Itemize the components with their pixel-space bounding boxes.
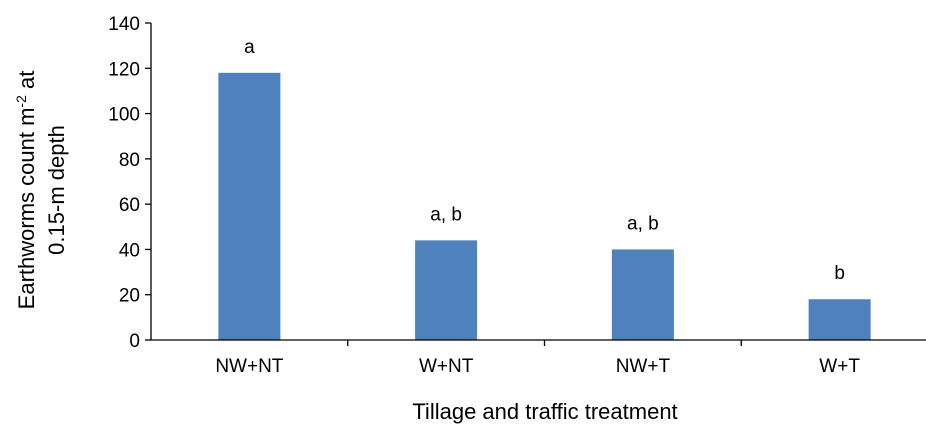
svg-text:Earthworms count m-2 at: Earthworms count m-2 at	[13, 71, 39, 310]
y-tick-label: 100	[108, 105, 140, 126]
significance-label: a, b	[627, 213, 659, 234]
x-axis-ticks: NW+NT W+NT NW+T W+T	[215, 340, 860, 377]
bars	[218, 72, 871, 341]
y-axis-title-superscript: -2	[13, 95, 29, 108]
y-tick-label: 80	[119, 150, 140, 171]
y-axis-title-text: Earthworms count m	[14, 108, 39, 310]
y-tick-label: 60	[119, 195, 140, 216]
x-axis-title: Tillage and traffic treatment	[412, 399, 677, 424]
y-tick-label: 140	[108, 14, 140, 35]
bar	[808, 299, 871, 340]
x-category-label: NW+NT	[215, 356, 283, 377]
x-category-label: NW+T	[616, 356, 671, 377]
significance-label: b	[834, 263, 845, 284]
x-category-label: W+NT	[419, 356, 474, 377]
y-axis-title-line2: 0.15-m depth	[44, 125, 69, 255]
y-tick-label: 120	[108, 59, 140, 80]
x-category-label: W+T	[819, 356, 860, 377]
bar	[415, 240, 478, 340]
bar	[218, 72, 281, 341]
significance-label: a, b	[430, 204, 462, 225]
y-tick-label: 40	[119, 240, 140, 261]
significance-label: a	[244, 37, 255, 58]
y-axis-title: Earthworms count m-2 at 0.15-m depth	[13, 71, 69, 310]
significance-labels: a a, b a, b b	[244, 37, 845, 284]
y-tick-label: 0	[129, 331, 140, 352]
y-axis-ticks: 0 20 40 60 80 100 120 140	[108, 14, 151, 352]
bar	[611, 249, 674, 340]
y-axis-title-tail: at	[14, 71, 39, 95]
y-tick-label: 20	[119, 286, 140, 307]
